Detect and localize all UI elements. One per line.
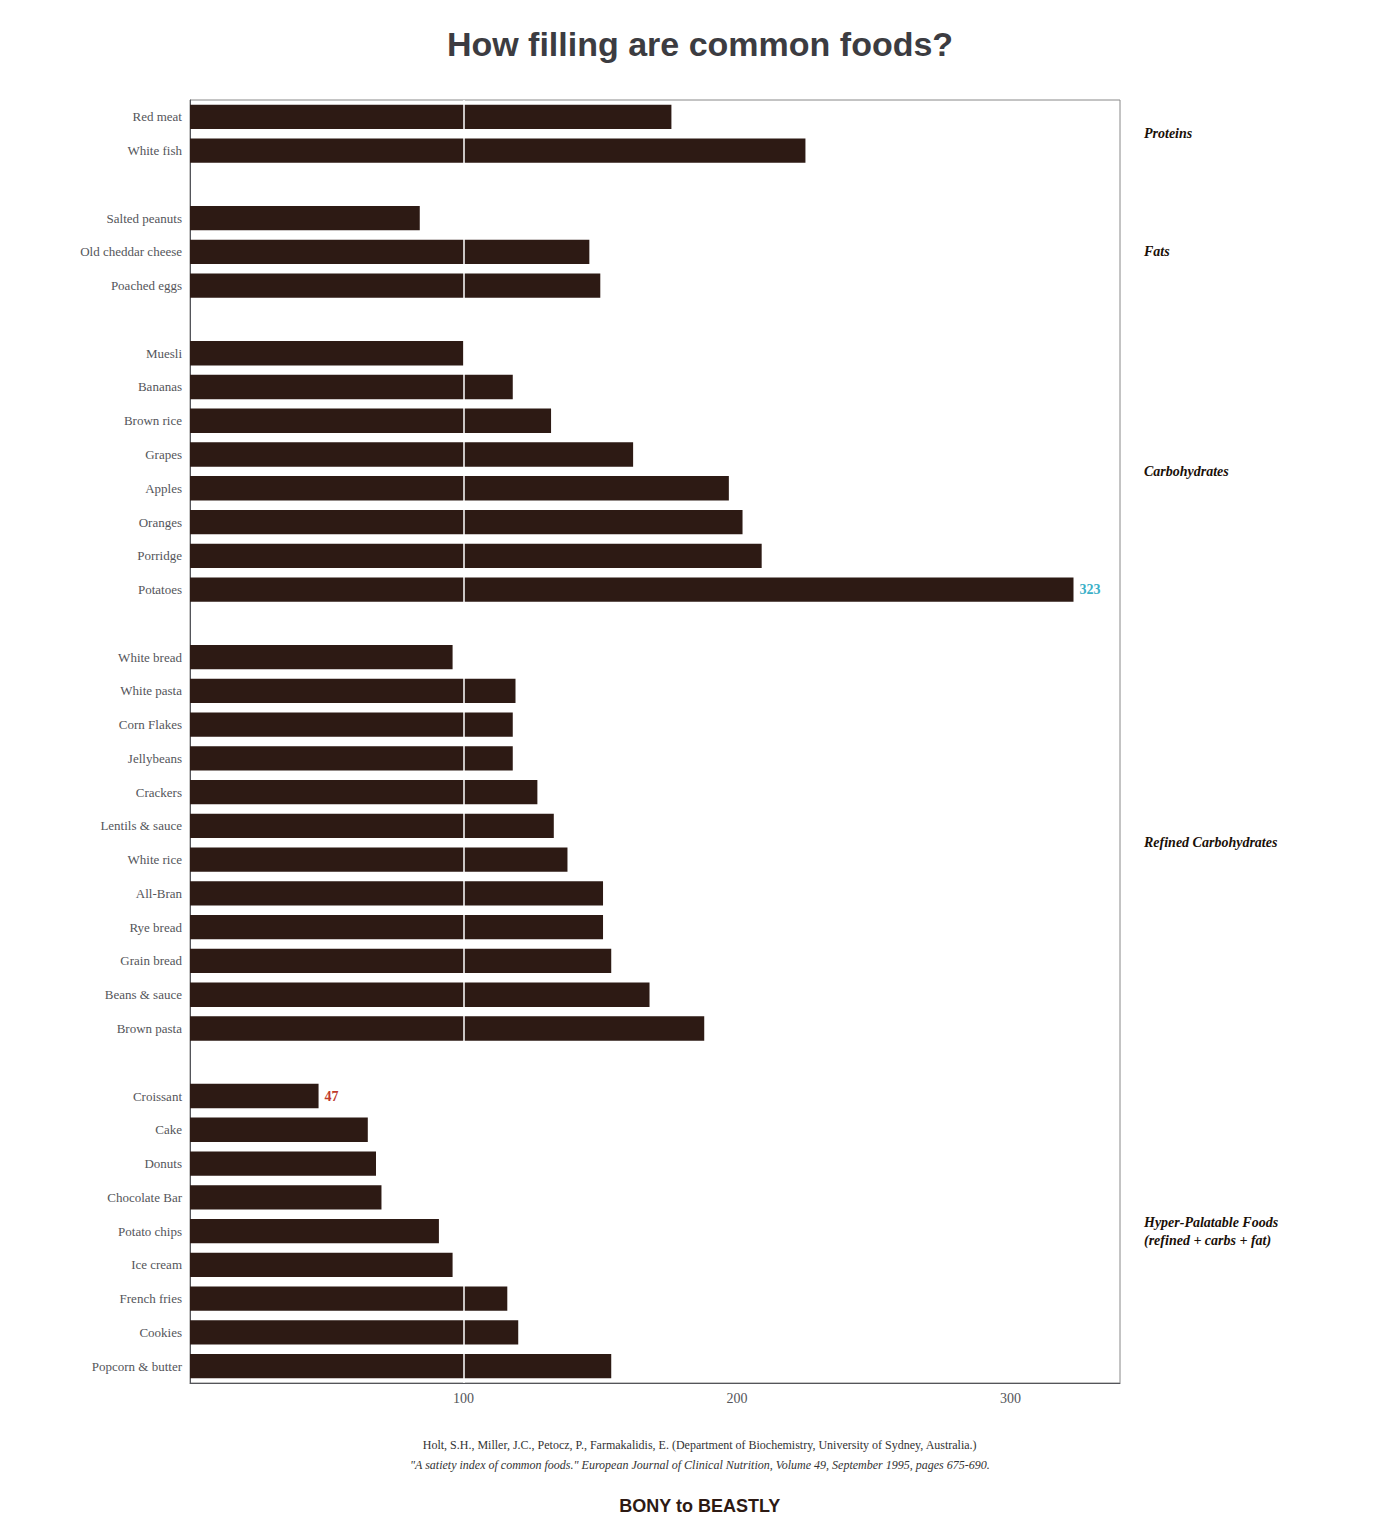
- svg-text:47: 47: [325, 1089, 339, 1104]
- svg-text:All-Bran: All-Bran: [136, 886, 183, 901]
- svg-text:Old cheddar cheese: Old cheddar cheese: [80, 244, 182, 259]
- svg-text:Oranges: Oranges: [139, 515, 182, 530]
- svg-text:Corn Flakes: Corn Flakes: [119, 717, 182, 732]
- svg-text:300: 300: [1000, 1391, 1021, 1406]
- svg-text:BONY to BEASTLY: BONY to BEASTLY: [619, 1496, 780, 1516]
- svg-text:Carbohydrates: Carbohydrates: [1144, 464, 1229, 479]
- svg-text:Potatoes: Potatoes: [138, 582, 182, 597]
- svg-text:Fats: Fats: [1143, 244, 1170, 259]
- svg-text:Crackers: Crackers: [136, 785, 182, 800]
- svg-text:Donuts: Donuts: [144, 1156, 182, 1171]
- svg-text:White bread: White bread: [118, 650, 182, 665]
- svg-text:200: 200: [727, 1391, 748, 1406]
- svg-text:Grapes: Grapes: [145, 447, 182, 462]
- svg-text:Brown rice: Brown rice: [124, 413, 182, 428]
- svg-text:Brown pasta: Brown pasta: [117, 1021, 183, 1036]
- svg-text:French fries: French fries: [120, 1291, 182, 1306]
- svg-text:Jellybeans: Jellybeans: [128, 751, 182, 766]
- svg-text:Proteins: Proteins: [1144, 126, 1193, 141]
- svg-text:White fish: White fish: [127, 143, 182, 158]
- svg-text:Ice cream: Ice cream: [131, 1257, 182, 1272]
- svg-text:Porridge: Porridge: [137, 548, 182, 563]
- svg-text:Popcorn & butter: Popcorn & butter: [92, 1359, 183, 1374]
- svg-text:Croissant: Croissant: [133, 1089, 183, 1104]
- svg-text:Lentils & sauce: Lentils & sauce: [100, 818, 182, 833]
- svg-text:Holt, S.H., Miller, J.C., Peto: Holt, S.H., Miller, J.C., Petocz, P., Fa…: [423, 1438, 977, 1452]
- svg-text:Hyper-Palatable Foods: Hyper-Palatable Foods: [1143, 1215, 1279, 1230]
- svg-text:100: 100: [453, 1391, 474, 1406]
- svg-text:Poached eggs: Poached eggs: [111, 278, 182, 293]
- svg-text:Chocolate Bar: Chocolate Bar: [107, 1190, 182, 1205]
- svg-text:Red meat: Red meat: [133, 109, 183, 124]
- svg-text:Salted peanuts: Salted peanuts: [107, 211, 182, 226]
- svg-text:(refined + carbs + fat): (refined + carbs + fat): [1144, 1233, 1271, 1249]
- svg-text:White rice: White rice: [128, 852, 183, 867]
- svg-text:Grain bread: Grain bread: [120, 953, 182, 968]
- svg-text:Beans & sauce: Beans & sauce: [105, 987, 182, 1002]
- svg-text:323: 323: [1080, 582, 1101, 597]
- svg-text:Cake: Cake: [155, 1122, 182, 1137]
- svg-text:Potato chips: Potato chips: [118, 1224, 182, 1239]
- svg-text:Cookies: Cookies: [139, 1325, 182, 1340]
- svg-text:Muesli: Muesli: [146, 346, 183, 361]
- svg-text:Refined Carbohydrates: Refined Carbohydrates: [1143, 835, 1278, 850]
- svg-text:White pasta: White pasta: [120, 683, 182, 698]
- svg-text:"A satiety index of common foo: "A satiety index of common foods." Europ…: [410, 1458, 990, 1472]
- svg-text:Bananas: Bananas: [138, 379, 182, 394]
- svg-text:How filling are common foods?: How filling are common foods?: [447, 25, 953, 63]
- svg-text:Rye bread: Rye bread: [129, 920, 182, 935]
- svg-text:Apples: Apples: [145, 481, 182, 496]
